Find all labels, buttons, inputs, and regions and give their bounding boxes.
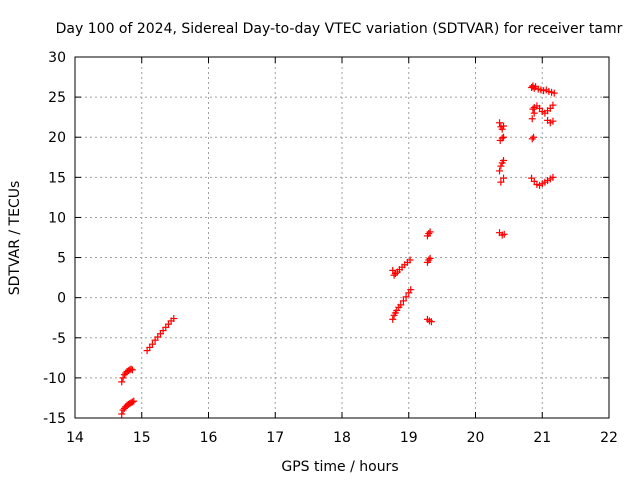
grid-lines xyxy=(75,57,609,418)
data-point xyxy=(390,271,398,279)
chart-title: Day 100 of 2024, Sidereal Day-to-day VTE… xyxy=(56,21,623,37)
data-point xyxy=(426,254,434,262)
data-point xyxy=(500,122,508,130)
x-tick-label: 14 xyxy=(66,430,84,446)
y-tick-label: 0 xyxy=(57,291,66,307)
data-point xyxy=(425,256,433,264)
data-point xyxy=(496,167,504,175)
data-point xyxy=(549,173,557,181)
data-point xyxy=(500,133,508,141)
data-point xyxy=(389,315,397,323)
data-point xyxy=(425,229,433,237)
x-tick-label: 22 xyxy=(600,430,618,446)
x-tick-label: 21 xyxy=(533,430,551,446)
y-tick-label: 20 xyxy=(48,130,66,146)
data-point xyxy=(530,133,538,141)
data-points xyxy=(118,82,558,418)
data-point xyxy=(498,134,506,142)
data-point xyxy=(528,115,536,123)
data-point xyxy=(406,256,414,264)
data-point xyxy=(549,101,557,109)
data-point xyxy=(497,178,505,186)
data-point xyxy=(427,318,435,326)
x-axis-label: GPS time / hours xyxy=(281,459,398,475)
data-point xyxy=(498,125,506,133)
x-tick-label: 19 xyxy=(400,430,418,446)
y-tick-label: 10 xyxy=(48,210,66,226)
data-point xyxy=(497,162,505,170)
data-point xyxy=(549,117,557,125)
data-point xyxy=(500,156,508,164)
data-point xyxy=(148,340,156,348)
data-point xyxy=(426,228,434,236)
data-point xyxy=(119,374,127,382)
data-point xyxy=(118,378,126,386)
data-point xyxy=(550,89,558,97)
axis-ticks: 14 15 16 17 18 19 20 21 22 -15 -10 -5 0 5 10 15 20 25 30 xyxy=(43,50,618,446)
data-point xyxy=(496,119,504,127)
y-tick-label: 5 xyxy=(57,251,66,267)
x-tick-label: 16 xyxy=(200,430,218,446)
data-point xyxy=(128,366,136,374)
data-point xyxy=(407,286,415,294)
plot-frame xyxy=(74,56,610,419)
data-point xyxy=(130,397,138,405)
data-point xyxy=(528,135,536,143)
data-point xyxy=(500,230,508,238)
y-axis-label: SDTVAR / TECUs xyxy=(7,181,23,296)
data-point xyxy=(402,293,410,301)
data-point xyxy=(128,398,136,406)
y-tick-label: -10 xyxy=(43,371,66,387)
x-tick-label: 20 xyxy=(467,430,485,446)
data-point xyxy=(397,301,405,309)
data-point xyxy=(170,315,178,323)
y-tick-label: 15 xyxy=(48,170,66,186)
data-point xyxy=(399,297,407,305)
data-point xyxy=(529,105,537,113)
y-tick-label: 30 xyxy=(48,50,66,66)
x-tick-label: 17 xyxy=(266,430,284,446)
data-point xyxy=(118,410,126,418)
y-tick-label: -15 xyxy=(43,411,66,427)
data-point xyxy=(127,365,135,373)
data-point xyxy=(500,174,508,182)
x-tick-label: 15 xyxy=(133,430,151,446)
y-tick-label: 25 xyxy=(48,90,66,106)
y-tick-label: -5 xyxy=(52,331,66,347)
x-tick-label: 18 xyxy=(333,430,351,446)
